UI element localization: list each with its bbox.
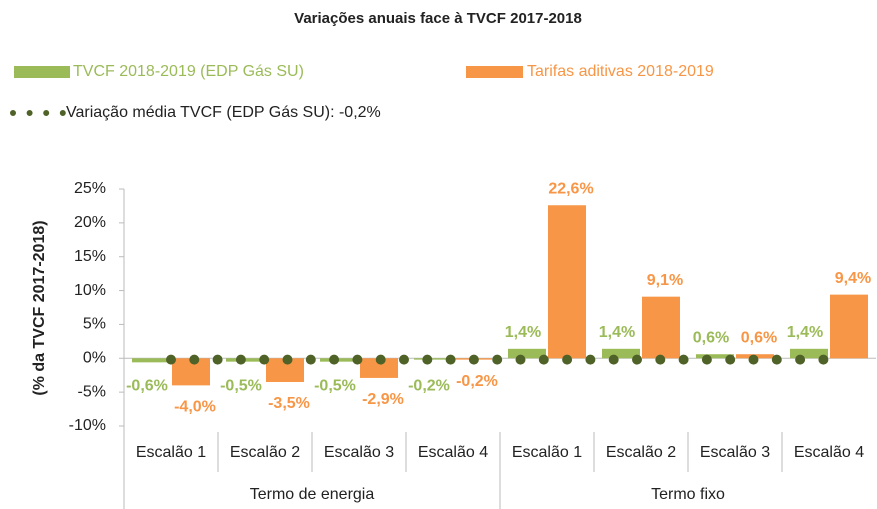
value-label: -0,5% [314,378,356,395]
x-tick-label: Escalão 1 [136,444,206,461]
x-tick-label: Escalão 4 [418,444,488,461]
value-label: -2,9% [362,391,404,408]
value-label: -0,6% [126,378,168,395]
bar [360,358,398,378]
y-tick-label: 25% [74,180,106,197]
legend-label: TVCF 2018-2019 (EDP Gás SU) [73,63,304,80]
group-label: Termo fixo [651,486,725,503]
bar [508,348,546,359]
value-label: 1,4% [787,324,823,341]
bar [266,358,304,382]
bar [642,296,680,359]
value-label: 9,1% [647,272,683,289]
value-label: 1,4% [599,324,635,341]
bar [830,294,868,359]
y-tick-label: 5% [83,316,106,333]
x-tick-label: Escalão 4 [794,444,864,461]
bar [602,348,640,359]
value-label: -0,5% [220,378,262,395]
legend-swatch [466,66,523,78]
bar [132,358,170,363]
value-label: 22,6% [548,180,593,197]
y-tick-label: 15% [74,248,106,265]
value-label: -4,0% [174,399,216,416]
legend-swatch [14,66,70,78]
value-label: 9,4% [835,270,871,287]
y-tick-label: 20% [74,214,106,231]
group-label: Termo de energia [250,486,375,503]
value-label: -3,5% [268,395,310,412]
value-label: 1,4% [505,324,541,341]
value-label: 0,6% [693,329,729,346]
value-label: 0,6% [741,329,777,346]
bar [790,348,828,359]
x-tick-label: Escalão 3 [324,444,394,461]
x-tick-label: Escalão 2 [230,444,300,461]
x-tick-label: Escalão 3 [700,444,770,461]
value-label: -0,2% [456,373,498,390]
y-axis-label: (% da TVCF 2017-2018) [31,220,48,395]
chart-title: Variações anuais face à TVCF 2017-2018 [294,10,582,27]
legend-label: Variação média TVCF (EDP Gás SU): -0,2% [66,104,381,121]
x-tick-label: Escalão 2 [606,444,676,461]
bar [414,358,452,360]
y-tick-label: 10% [74,282,106,299]
x-tick-label: Escalão 1 [512,444,582,461]
bar [548,205,586,359]
value-label: -0,2% [408,378,450,395]
bar [696,354,734,359]
legend-label: Tarifas aditivas 2018-2019 [527,63,714,80]
y-tick-label: 0% [83,350,106,367]
y-tick-label: -5% [78,383,106,400]
y-tick-label: -10% [69,417,106,434]
